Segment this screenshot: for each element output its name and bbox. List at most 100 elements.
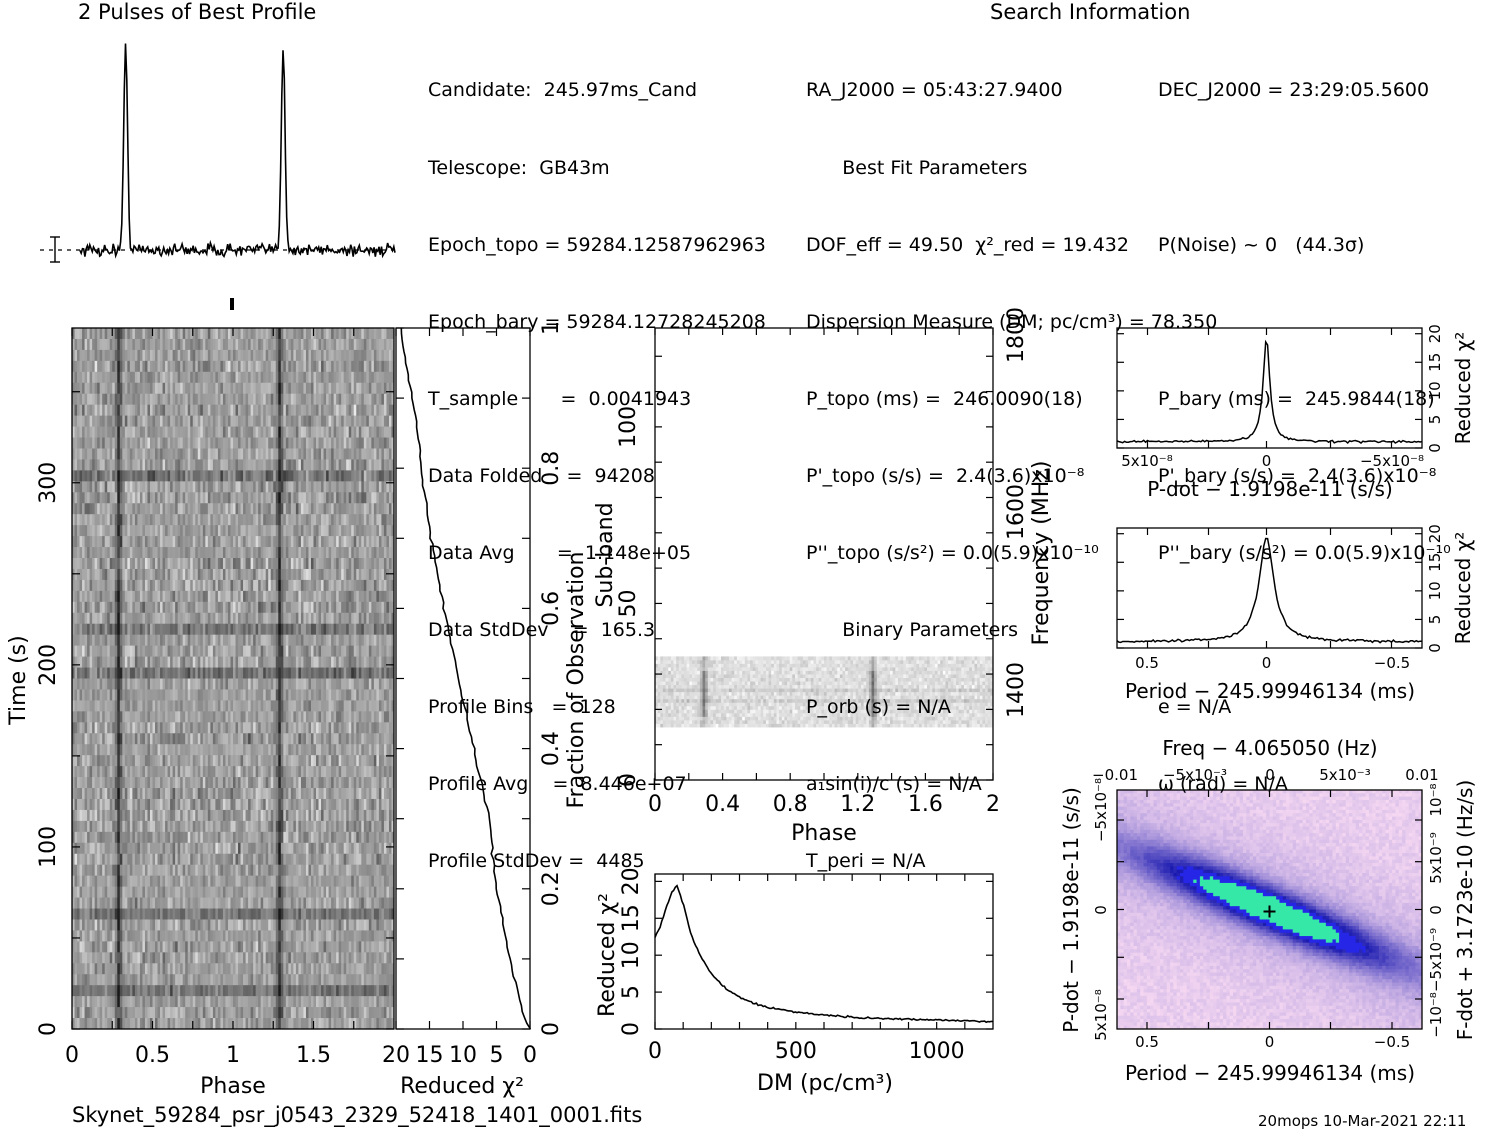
heatmap-cell — [293, 514, 296, 525]
heatmap-cell — [376, 416, 379, 427]
heatmap-cell — [158, 339, 161, 350]
heatmap-cell — [170, 657, 173, 668]
heatmap-cell — [125, 569, 128, 580]
heatmap-cell — [316, 602, 319, 613]
heatmap-cell — [306, 591, 309, 602]
heatmap-cell — [276, 416, 279, 427]
heatmap-cell — [351, 646, 354, 657]
heatmap-cell — [266, 525, 269, 536]
heatmap-cell — [155, 459, 158, 470]
heatmap-cell — [268, 646, 271, 657]
heatmap-cell — [168, 733, 171, 744]
heatmap-cell — [225, 547, 228, 558]
heatmap-cell — [354, 711, 357, 722]
heatmap-cell — [256, 438, 259, 449]
heatmap-cell — [253, 459, 256, 470]
heatmap-cell — [120, 416, 123, 427]
heatmap-cell — [110, 459, 113, 470]
heatmap-cell — [326, 635, 329, 646]
heatmap-cell — [110, 383, 113, 394]
heatmap-cell — [293, 569, 296, 580]
heatmap-cell — [107, 635, 110, 646]
heatmap-cell — [361, 503, 364, 514]
heatmap-cell — [208, 536, 211, 547]
heatmap-cell — [87, 668, 90, 679]
heatmap-cell — [205, 580, 208, 591]
heatmap-cell — [160, 448, 163, 459]
heatmap-cell — [188, 503, 191, 514]
heatmap-cell — [168, 679, 171, 690]
heatmap-cell — [291, 470, 294, 481]
heatmap-cell — [198, 438, 201, 449]
heatmap-cell — [291, 733, 294, 744]
heatmap-cell — [258, 689, 261, 700]
heatmap-cell — [145, 361, 148, 372]
heatmap-cell — [256, 481, 259, 492]
heatmap-cell — [195, 416, 198, 427]
heatmap-cell — [346, 722, 349, 733]
heatmap-cell — [183, 470, 186, 481]
heatmap-cell — [230, 668, 233, 679]
heatmap-cell — [185, 394, 188, 405]
heatmap-cell — [293, 383, 296, 394]
heatmap-cell — [296, 668, 299, 679]
heatmap-cell — [316, 470, 319, 481]
heatmap-cell — [140, 372, 143, 383]
heatmap-cell — [200, 438, 203, 449]
heatmap-cell — [75, 459, 78, 470]
heatmap-cell — [271, 525, 274, 536]
heatmap-cell — [102, 383, 105, 394]
heatmap-cell — [369, 405, 372, 416]
heatmap-cell — [80, 733, 83, 744]
heatmap-cell — [236, 613, 239, 624]
heatmap-cell — [321, 689, 324, 700]
heatmap-cell — [258, 569, 261, 580]
heatmap-cell — [288, 733, 291, 744]
heatmap-cell — [238, 700, 241, 711]
heatmap-cell — [105, 711, 108, 722]
heatmap-cell — [303, 558, 306, 569]
heatmap-cell — [228, 591, 231, 602]
heatmap-cell — [386, 339, 389, 350]
heatmap-cell — [248, 339, 251, 350]
heatmap-cell — [200, 722, 203, 733]
heatmap-cell — [183, 679, 186, 690]
heatmap-cell — [140, 689, 143, 700]
heatmap-cell — [213, 492, 216, 503]
heatmap-cell — [349, 689, 352, 700]
heatmap-cell — [75, 547, 78, 558]
heatmap-cell — [298, 591, 301, 602]
heatmap-cell — [329, 668, 332, 679]
heatmap-cell — [173, 668, 176, 679]
heatmap-cell — [195, 536, 198, 547]
heatmap-cell — [87, 481, 90, 492]
heatmap-cell — [341, 668, 344, 679]
heatmap-cell — [218, 711, 221, 722]
heatmap-cell — [371, 438, 374, 449]
heatmap-cell — [389, 722, 392, 733]
heatmap-cell — [203, 372, 206, 383]
heatmap-cell — [193, 459, 196, 470]
heatmap-cell — [276, 328, 279, 339]
heatmap-cell — [122, 470, 125, 481]
heatmap-cell — [384, 525, 387, 536]
heatmap-cell — [356, 339, 359, 350]
heatmap-cell — [92, 328, 95, 339]
heatmap-cell — [298, 459, 301, 470]
heatmap-cell — [127, 328, 130, 339]
heatmap-cell — [331, 416, 334, 427]
heatmap-cell — [107, 558, 110, 569]
heatmap-cell — [165, 679, 168, 690]
heatmap-cell — [266, 383, 269, 394]
heatmap-cell — [346, 547, 349, 558]
heatmap-cell — [188, 492, 191, 503]
heatmap-cell — [296, 624, 299, 635]
heatmap-cell — [321, 427, 324, 438]
heatmap-cell — [122, 580, 125, 591]
heatmap-cell — [281, 733, 284, 744]
heatmap-cell — [331, 624, 334, 635]
heatmap-cell — [331, 580, 334, 591]
heatmap-cell — [251, 536, 254, 547]
heatmap-cell — [208, 459, 211, 470]
heatmap-cell — [349, 459, 352, 470]
